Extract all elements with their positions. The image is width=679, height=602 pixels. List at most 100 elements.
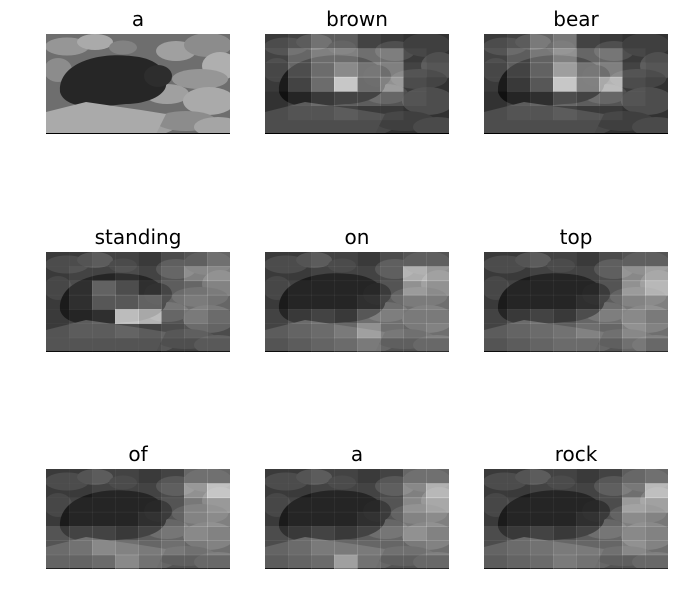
attention-cell (265, 309, 289, 324)
attention-cell (622, 540, 646, 556)
attention-cell (645, 62, 668, 78)
attention-cell (92, 540, 116, 556)
attention-cell (553, 34, 577, 49)
attention-cell (288, 469, 312, 484)
attention-cell (311, 497, 335, 513)
attention-cell (334, 554, 358, 569)
attention-cell (184, 540, 208, 556)
attention-cell (207, 323, 230, 339)
attention-cell (115, 252, 139, 267)
attention-cell (403, 540, 427, 556)
rock-texture (621, 305, 668, 333)
attention-cell (622, 76, 646, 92)
attention-cell (484, 91, 508, 106)
attention-cell (184, 483, 208, 499)
attention-cell (334, 337, 358, 352)
attention-cell (380, 540, 404, 556)
rock-texture (184, 34, 230, 57)
bear-shape (59, 490, 167, 542)
attention-cell (507, 554, 531, 569)
attention-cell (357, 497, 381, 513)
attention-cell (622, 48, 646, 64)
attention-cell (484, 469, 508, 484)
attention-cell (288, 540, 312, 556)
attention-cell (46, 526, 70, 541)
attention-cell (115, 483, 139, 499)
attention-cell (161, 511, 185, 527)
attention-cell (530, 526, 554, 541)
bear-head (582, 500, 610, 522)
attention-cell (380, 105, 404, 121)
attention-cell (645, 469, 668, 484)
attention-cell (380, 497, 404, 513)
rock-texture (632, 117, 668, 134)
attention-cell (288, 294, 312, 310)
attention-cell (645, 34, 668, 49)
attention-cell (599, 469, 623, 484)
attention-cell (334, 511, 358, 527)
attention-cell (622, 91, 646, 106)
attention-cell (334, 309, 358, 324)
attention-cell (115, 469, 139, 484)
bear-head (144, 65, 172, 87)
attention-cell (530, 323, 554, 339)
attention-cell (207, 252, 230, 267)
bear-shape (497, 490, 605, 542)
attention-cell (426, 554, 449, 569)
attention-cell (380, 337, 404, 352)
attention-cell (530, 469, 554, 484)
attention-cell (484, 511, 508, 527)
attention-cell (265, 294, 289, 310)
attention-cell (403, 48, 427, 64)
attention-cell (288, 62, 312, 78)
attention-cell (207, 554, 230, 569)
attention-cell (403, 554, 427, 569)
attention-cell (530, 337, 554, 352)
attention-cell (507, 469, 531, 484)
attention-cell (426, 34, 449, 49)
attention-cell (184, 266, 208, 282)
attention-image (46, 34, 230, 134)
attention-cell (553, 337, 577, 352)
attention-cell (92, 309, 116, 324)
attention-cell (484, 105, 508, 120)
attention-cell (484, 120, 508, 134)
rock-shape (265, 320, 385, 352)
attention-cell (357, 337, 381, 352)
attention-cell (599, 91, 623, 106)
rock-texture (109, 475, 137, 490)
attention-cell (599, 266, 623, 282)
attention-cell (46, 337, 70, 352)
attention-cell (530, 294, 554, 310)
attention-cell (507, 323, 531, 339)
attention-cell (426, 77, 449, 92)
attention-cell (645, 266, 668, 282)
attention-cell (92, 280, 116, 296)
attention-cell (530, 91, 554, 106)
rock-texture (515, 469, 551, 485)
attention-cell (357, 34, 381, 49)
attention-cell (115, 526, 139, 541)
attention-cell (645, 120, 668, 134)
rock-shape (484, 102, 604, 134)
attention-cell (553, 497, 577, 513)
attention-cell (115, 266, 139, 282)
attention-cell (265, 497, 289, 513)
attention-cell (507, 526, 531, 541)
attention-cell (380, 511, 404, 527)
bear-head (363, 500, 391, 522)
attention-cell (265, 120, 289, 134)
attention-cell (288, 91, 312, 106)
attention-cell (334, 497, 358, 513)
attention-cell (380, 554, 404, 569)
attention-cell (288, 497, 312, 513)
rock-shape (484, 537, 604, 569)
attention-cell (553, 91, 577, 106)
attention-cell (311, 105, 335, 121)
attention-cell (334, 252, 358, 267)
attention-cell (484, 337, 508, 352)
attention-cell (207, 511, 230, 527)
attention-cell (553, 540, 577, 556)
attention-cell (403, 252, 427, 267)
attention-cell (576, 266, 600, 282)
